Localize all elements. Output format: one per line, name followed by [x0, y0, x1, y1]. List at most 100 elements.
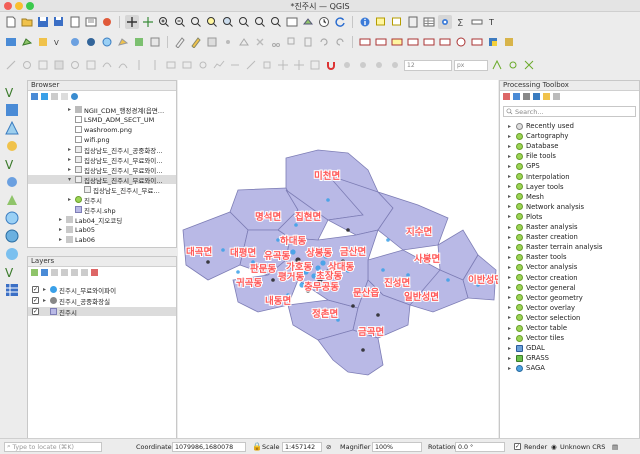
expand-arrow-icon[interactable]: ▸	[507, 294, 511, 302]
expand-arrow-icon[interactable]: ▸	[507, 344, 511, 352]
zoom-to-layer-icon[interactable]	[221, 15, 235, 29]
expand-arrow-icon[interactable]: ▸	[507, 233, 511, 241]
zoom-next-icon[interactable]	[269, 15, 283, 29]
info-icon[interactable]	[71, 93, 78, 100]
browser-item[interactable]: ▸ Lab05	[57, 225, 95, 234]
options-icon[interactable]	[553, 93, 560, 100]
scripts-icon[interactable]	[513, 93, 520, 100]
browser-item[interactable]: ▸ 집상남도_진주시_무료와이…	[66, 155, 163, 165]
crs-label[interactable]: Unknown CRS	[560, 443, 606, 451]
edit-features-in-place-icon[interactable]	[543, 93, 550, 100]
processing-provider-item[interactable]: ▸ Recently used	[506, 121, 574, 131]
locator-search-input[interactable]: ⌕ Type to locate (⌘K)	[4, 442, 102, 452]
split-parts-icon[interactable]	[148, 58, 162, 72]
reshape-icon[interactable]	[100, 58, 114, 72]
processing-search-field[interactable]: Search...	[503, 106, 636, 117]
zoom-window-button[interactable]	[26, 2, 34, 10]
processing-provider-item[interactable]: ▸ Vector general	[506, 283, 576, 293]
add-part-icon[interactable]	[36, 58, 50, 72]
expand-arrow-icon[interactable]: ▸	[67, 146, 71, 153]
add-mesh-icon[interactable]	[4, 120, 20, 136]
browser-item[interactable]: ▸ 집상남도_진주시_무료와이…	[66, 165, 163, 175]
snapping-topology-icon[interactable]	[372, 58, 386, 72]
render-checkbox[interactable]: ✓	[514, 442, 521, 450]
identify-icon[interactable]	[358, 15, 372, 29]
history-icon[interactable]	[523, 93, 530, 100]
toggle-editing-icon[interactable]	[189, 35, 203, 49]
expand-arrow-icon[interactable]: ▸	[507, 324, 511, 332]
add-xyz-layer-icon[interactable]	[4, 246, 20, 262]
add-virtual-layer-icon[interactable]	[4, 192, 20, 208]
new-3d-map-icon[interactable]	[301, 15, 315, 29]
expand-arrow-icon[interactable]: ▸	[507, 243, 511, 251]
reverse-line-icon[interactable]	[228, 58, 242, 72]
style-manager-icon[interactable]	[100, 15, 114, 29]
zoom-out-icon[interactable]	[173, 15, 187, 29]
browser-item[interactable]: ▸ Lab06	[57, 235, 95, 244]
label-change-icon[interactable]	[438, 35, 452, 49]
processing-provider-item[interactable]: ▸ SAGA	[506, 363, 545, 373]
processing-provider-item[interactable]: ▸ Vector tiles	[506, 333, 564, 343]
data-source-manager-icon[interactable]	[4, 35, 18, 49]
diagram-icon[interactable]	[454, 35, 468, 49]
filter-legend-icon[interactable]	[61, 269, 68, 276]
expand-arrow-icon[interactable]: ▸	[507, 142, 511, 150]
paste-features-icon[interactable]	[301, 35, 315, 49]
manage-themes-icon[interactable]	[51, 269, 58, 276]
layer-visibility-checkbox[interactable]: ✓	[32, 307, 39, 315]
processing-provider-item[interactable]: ▸ GRASS	[506, 353, 549, 363]
expand-arrow-icon[interactable]: ▸	[58, 236, 62, 243]
text-annotation-icon[interactable]: T	[486, 15, 500, 29]
add-selected-layers-icon[interactable]	[31, 93, 38, 100]
label-show-hide-icon[interactable]	[470, 35, 484, 49]
label-pin-icon[interactable]	[374, 35, 388, 49]
browser-item[interactable]: washroom.png	[75, 125, 132, 134]
undo-icon[interactable]	[317, 35, 331, 49]
add-table-layer-icon[interactable]	[4, 282, 20, 298]
browser-item[interactable]: 집상남도_진주시_무료…	[84, 185, 160, 195]
copy-move-icon[interactable]	[292, 58, 306, 72]
add-point-cloud-icon[interactable]	[4, 138, 20, 154]
pan-map-icon[interactable]	[125, 15, 139, 29]
expand-arrow-icon[interactable]: ▸	[507, 223, 511, 231]
processing-provider-item[interactable]: ▸ Vector analysis	[506, 262, 577, 272]
models-icon[interactable]	[503, 93, 510, 100]
field-calculator-icon[interactable]	[406, 15, 420, 29]
processing-provider-item[interactable]: ▸ Raster tools	[506, 252, 567, 262]
new-print-layout-icon[interactable]	[68, 15, 82, 29]
merge-features-icon[interactable]	[164, 58, 178, 72]
processing-provider-item[interactable]: ▸ Mesh	[506, 192, 544, 202]
expand-arrow-icon[interactable]: ▸	[507, 334, 511, 342]
new-geopackage-icon[interactable]	[132, 35, 146, 49]
add-vector-icon[interactable]: V	[4, 84, 20, 100]
refresh-browser-icon[interactable]	[41, 93, 48, 100]
save-project-icon[interactable]	[36, 15, 50, 29]
rotate-point-icon[interactable]	[196, 58, 210, 72]
expand-arrow-icon[interactable]: ▸	[507, 203, 511, 211]
map-canvas[interactable]: 미천면 명석면 집현면 대평면 대곡면 지수면 사봉면 이반성면 일반성면 진성…	[178, 80, 498, 439]
pan-to-selection-icon[interactable]	[141, 15, 155, 29]
expand-arrow-icon[interactable]: ▸	[507, 193, 511, 201]
tracing-icon[interactable]	[490, 58, 504, 72]
minimize-window-button[interactable]	[15, 2, 23, 10]
split-features-icon[interactable]	[132, 58, 146, 72]
magnifier-spinbox[interactable]: 100%	[372, 442, 422, 452]
expand-arrow-icon[interactable]: ▸	[42, 297, 46, 304]
new-project-icon[interactable]	[4, 15, 18, 29]
browser-item[interactable]: LSMD_ADM_SECT_UM	[75, 115, 154, 124]
expand-arrow-icon[interactable]: ▸	[507, 284, 511, 292]
open-layer-styling-icon[interactable]	[31, 269, 38, 276]
add-ring-icon[interactable]	[20, 58, 34, 72]
expand-arrow-icon[interactable]: ▸	[58, 226, 62, 233]
add-wfs-layer-icon[interactable]	[4, 228, 20, 244]
save-as-icon[interactable]	[52, 15, 66, 29]
expand-arrow-icon[interactable]: ▸	[67, 156, 71, 163]
processing-provider-item[interactable]: ▸ Vector table	[506, 323, 567, 333]
zoom-native-icon[interactable]	[237, 15, 251, 29]
new-shapefile-icon[interactable]	[116, 35, 130, 49]
delete-part-icon[interactable]	[84, 58, 98, 72]
copy-features-icon[interactable]	[285, 35, 299, 49]
coordinate-field[interactable]: 1079986,1680078	[172, 442, 246, 452]
browser-item[interactable]: ▸ Lab04_지오코딩	[57, 215, 122, 225]
expand-arrow-icon[interactable]: ▸	[507, 152, 511, 160]
